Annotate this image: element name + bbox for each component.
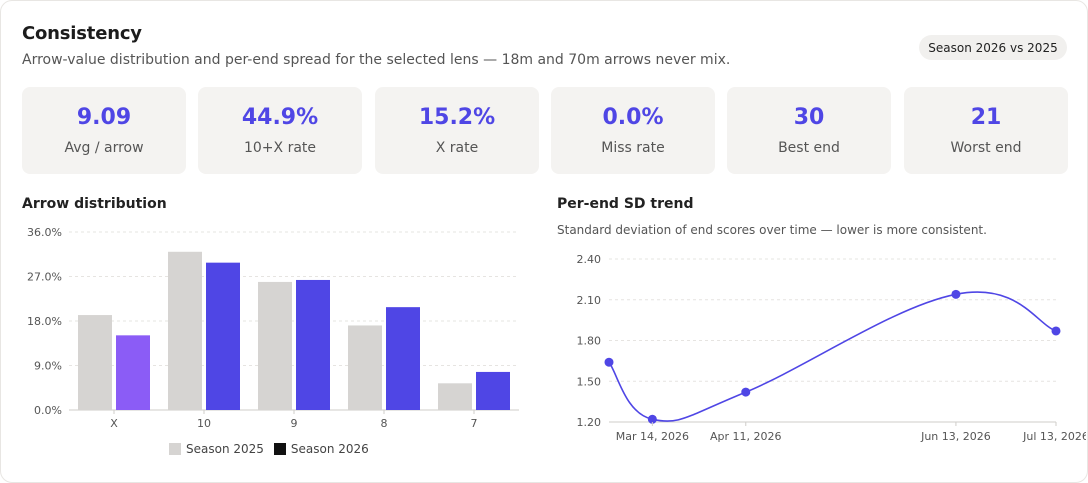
stat-value: 44.9%: [241, 105, 319, 130]
stat-value: 21: [970, 105, 1002, 130]
data-point: [604, 357, 614, 367]
y-tick-label: 1.50: [577, 375, 602, 388]
bar-season-2026: [206, 262, 240, 410]
stat-best-end: 30 Best end: [727, 87, 891, 174]
y-tick-label: 2.40: [577, 253, 602, 266]
bar-season-2025: [348, 325, 382, 410]
stat-avg-per-arrow: 9.09 Avg / arrow: [22, 87, 186, 174]
stat-label: Avg / arrow: [64, 140, 144, 156]
season-comparison-badge[interactable]: Season 2026 vs 2025: [919, 35, 1067, 60]
y-tick-label: 2.10: [577, 294, 602, 307]
stat-miss-rate: 0.0% Miss rate: [551, 87, 715, 174]
stat-value: 15.2%: [418, 105, 496, 130]
legend-label: Season 2025: [186, 442, 264, 456]
sd-trend-line: [608, 291, 1057, 422]
y-tick-label: 1.80: [577, 335, 602, 348]
stats-row: 9.09 Avg / arrow 44.9% 10+X rate 15.2% X…: [22, 87, 1069, 174]
bar-season-2025: [78, 315, 112, 410]
legend-item-2025[interactable]: Season 2025: [169, 442, 264, 456]
stat-worst-end: 21 Worst end: [904, 87, 1068, 174]
data-point: [647, 414, 657, 424]
x-tick-label: Jul 13, 2026: [1022, 430, 1086, 443]
legend-swatch: [273, 443, 286, 455]
x-tick-label: 8: [381, 417, 388, 430]
legend-item-2026[interactable]: Season 2026: [273, 442, 369, 456]
x-tick-label: X: [110, 417, 118, 430]
stat-x-rate: 15.2% X rate: [375, 87, 539, 174]
stat-label: Miss rate: [601, 140, 665, 156]
legend-swatch: [169, 443, 181, 455]
trend-title: Per-end SD trend: [557, 196, 694, 212]
stat-value: 9.09: [76, 105, 132, 130]
card-subtitle: Arrow-value distribution and per-end spr…: [22, 52, 731, 68]
bar-season-2025: [258, 281, 292, 410]
bar-season-2026: [386, 307, 420, 410]
y-tick-label: 36.0%: [27, 226, 62, 239]
y-tick-label: 18.0%: [27, 315, 62, 328]
distribution-legend: Season 2025 Season 2026: [169, 442, 379, 456]
card-title: Consistency: [22, 23, 142, 44]
x-tick-label: Apr 11, 2026: [710, 430, 782, 443]
y-tick-label: 0.0%: [34, 404, 62, 417]
bar-season-2025: [438, 383, 472, 410]
trend-subtitle: Standard deviation of end scores over ti…: [557, 223, 987, 237]
y-tick-label: 27.0%: [27, 271, 62, 284]
x-tick-label: Jun 13, 2026: [920, 430, 991, 443]
y-tick-label: 9.0%: [34, 360, 62, 373]
legend-label: Season 2026: [290, 442, 369, 456]
x-tick-label: 10: [197, 417, 211, 430]
stat-label: X rate: [435, 140, 479, 156]
data-point: [741, 387, 751, 397]
distribution-title: Arrow distribution: [22, 196, 167, 212]
stat-value: 30: [793, 105, 825, 130]
stat-label: 10+X rate: [243, 140, 317, 156]
x-tick-label: Mar 14, 2026: [616, 430, 689, 443]
stat-value: 0.0%: [602, 105, 664, 130]
y-tick-label: 1.20: [577, 416, 602, 429]
bar-season-2025: [168, 251, 202, 410]
data-point: [1051, 326, 1061, 336]
x-tick-label: 9: [291, 417, 298, 430]
bar-season-2026: [116, 335, 150, 410]
stat-10x-rate: 44.9% 10+X rate: [198, 87, 362, 174]
stat-label: Best end: [778, 140, 840, 156]
x-tick-label: 7: [471, 417, 478, 430]
bar-season-2026: [476, 371, 510, 410]
bar-season-2026: [296, 279, 330, 410]
arrow-distribution-chart: 0.0% 9.0% 18.0% 27.0% 36.0% X 10 9 8 7: [27, 226, 519, 430]
stat-label: Worst end: [950, 140, 1022, 156]
data-point: [951, 289, 961, 299]
sd-trend-chart: 1.20 1.50 1.80 2.10 2.40 Mar 14, 2026 Apr 11, …: [577, 253, 1087, 443]
